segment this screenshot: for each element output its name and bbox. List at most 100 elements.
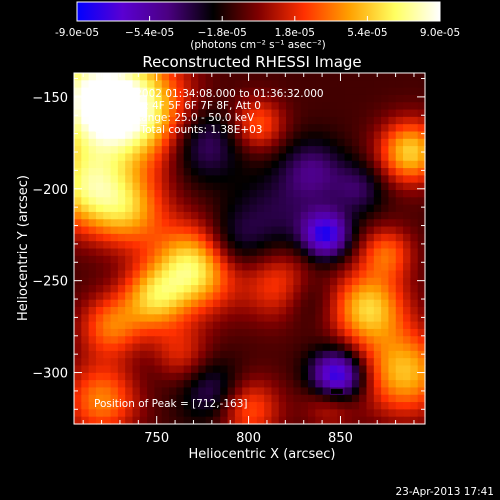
heatmap-cell — [234, 124, 243, 133]
heatmap-cell — [169, 394, 177, 403]
heatmap-cell — [286, 73, 294, 81]
heatmap-cell — [183, 380, 192, 389]
heatmap-cell — [271, 416, 280, 425]
heatmap-cell — [117, 394, 126, 403]
heatmap-cell — [344, 248, 353, 257]
heatmap-cell — [103, 175, 112, 184]
heatmap-cell — [264, 402, 273, 410]
heatmap-cell — [103, 248, 112, 257]
heatmap-cell — [132, 182, 141, 191]
heatmap-cell — [373, 73, 382, 81]
heatmap-cell — [169, 109, 177, 118]
heatmap-cell — [388, 219, 397, 228]
heatmap-cell — [234, 131, 243, 140]
heatmap-cell — [344, 402, 353, 410]
heatmap-cell — [271, 153, 280, 162]
heatmap-cell — [344, 328, 353, 337]
heatmap-cell — [161, 277, 170, 286]
heatmap-cell — [315, 285, 324, 293]
heatmap-cell — [300, 160, 309, 169]
heatmap-cell — [154, 168, 163, 176]
heatmap-cell — [242, 109, 251, 118]
heatmap-cell — [88, 138, 97, 147]
heatmap-cell — [117, 190, 126, 198]
heatmap-cell — [388, 153, 397, 162]
heatmap-cell — [154, 190, 163, 198]
heatmap-cell — [329, 328, 338, 337]
heatmap-cell — [256, 387, 265, 396]
heatmap-cell — [308, 175, 316, 184]
heatmap-cell — [256, 255, 265, 264]
heatmap-cell — [351, 336, 360, 345]
heatmap-cell — [110, 226, 119, 235]
heatmap-cell — [286, 402, 294, 410]
heatmap-cell — [103, 80, 112, 89]
heatmap-cell — [103, 336, 112, 345]
heatmap-cell — [169, 292, 177, 301]
heatmap-cell — [315, 182, 324, 191]
heatmap-cell — [329, 402, 338, 410]
heatmap-cell — [242, 343, 251, 352]
heatmap-cell — [176, 233, 185, 242]
heatmap-cell — [183, 241, 192, 250]
heatmap-cell — [132, 131, 141, 140]
heatmap-cell — [417, 307, 426, 315]
heatmap-cell — [403, 372, 411, 381]
heatmap-cell — [154, 270, 163, 279]
heatmap-cell — [110, 211, 119, 220]
heatmap-cell — [183, 197, 192, 206]
heatmap-cell — [183, 219, 192, 228]
heatmap-cell — [256, 160, 265, 169]
heatmap-cell — [344, 138, 353, 147]
heatmap-cell — [329, 263, 338, 272]
heatmap-cell — [403, 241, 411, 250]
heatmap-cell — [125, 233, 134, 242]
heatmap-cell — [147, 387, 156, 396]
heatmap-cell — [139, 94, 148, 103]
heatmap-cell — [81, 182, 90, 191]
heatmap-cell — [388, 182, 397, 191]
heatmap-cell — [308, 197, 316, 206]
heatmap-cell — [278, 248, 287, 257]
heatmap-cell — [191, 255, 199, 264]
heatmap-cell — [161, 402, 170, 410]
heatmap-cell — [381, 277, 390, 286]
heatmap-cell — [344, 365, 353, 374]
heatmap-cell — [234, 328, 243, 337]
heatmap-cell — [337, 116, 346, 125]
heatmap-cell — [81, 109, 90, 118]
heatmap-cell — [293, 402, 302, 410]
heatmap-cell — [117, 328, 126, 337]
heatmap-cell — [337, 73, 346, 81]
heatmap-cell — [117, 80, 126, 89]
heatmap-cell — [359, 190, 368, 198]
heatmap-cell — [249, 241, 258, 250]
heatmap-cell — [139, 380, 148, 389]
heatmap-cell — [125, 87, 134, 96]
heatmap-cell — [249, 336, 258, 345]
heatmap-cell — [388, 255, 397, 264]
heatmap-cell — [388, 124, 397, 133]
heatmap-cell — [337, 168, 346, 176]
heatmap-cell — [395, 277, 404, 286]
heatmap-cell — [110, 343, 119, 352]
heatmap-cell — [212, 219, 221, 228]
heatmap-cell — [315, 241, 324, 250]
heatmap-cell — [344, 372, 353, 381]
heatmap-cell — [264, 321, 273, 330]
heatmap-cell — [293, 182, 302, 191]
heatmap-cell — [381, 416, 390, 425]
heatmap-cell — [337, 277, 346, 286]
heatmap-cell — [110, 394, 119, 403]
heatmap-cell — [337, 109, 346, 118]
heatmap-cell — [220, 270, 229, 279]
heatmap-cell — [205, 94, 214, 103]
heatmap-cell — [205, 292, 214, 301]
heatmap-cell — [212, 116, 221, 125]
heatmap-cell — [403, 248, 411, 257]
heatmap-cell — [212, 102, 221, 111]
heatmap-cell — [139, 358, 148, 367]
heatmap-cell — [256, 211, 265, 220]
heatmap-cell — [132, 416, 141, 425]
heatmap-cell — [264, 255, 273, 264]
